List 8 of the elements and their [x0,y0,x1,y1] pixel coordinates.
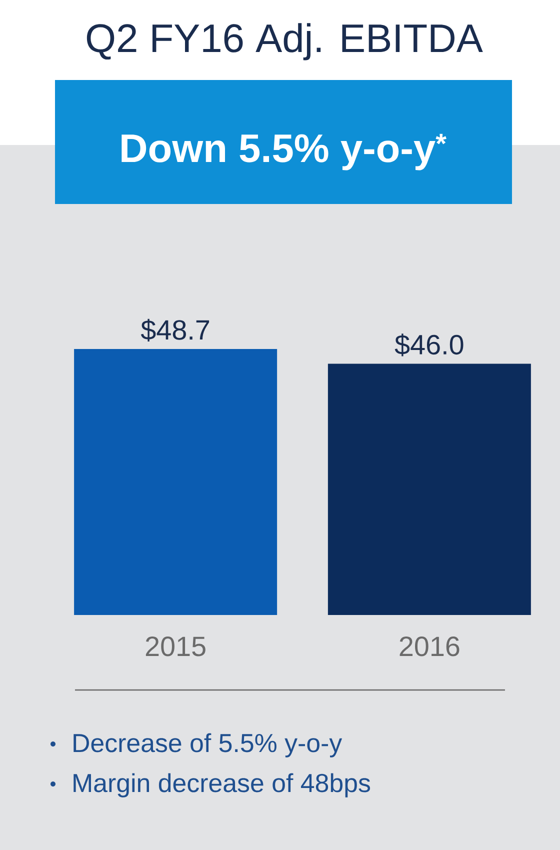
x-tick-label: 2016 [400,636,460,656]
data-label: $46.0 [394,334,464,356]
chart-subtitle: Down 5.5% y-o-y$^{*}$ [122,134,446,170]
data-label: $48.7 [140,318,210,342]
chart-title: Q2 FY16 Adj. EBITDA [86,23,483,60]
text: Margin decrease of 48bps [74,773,370,798]
text: Decrease of 5.5% y-o-y [74,733,342,758]
x-tick-label: 2015 [146,636,206,656]
